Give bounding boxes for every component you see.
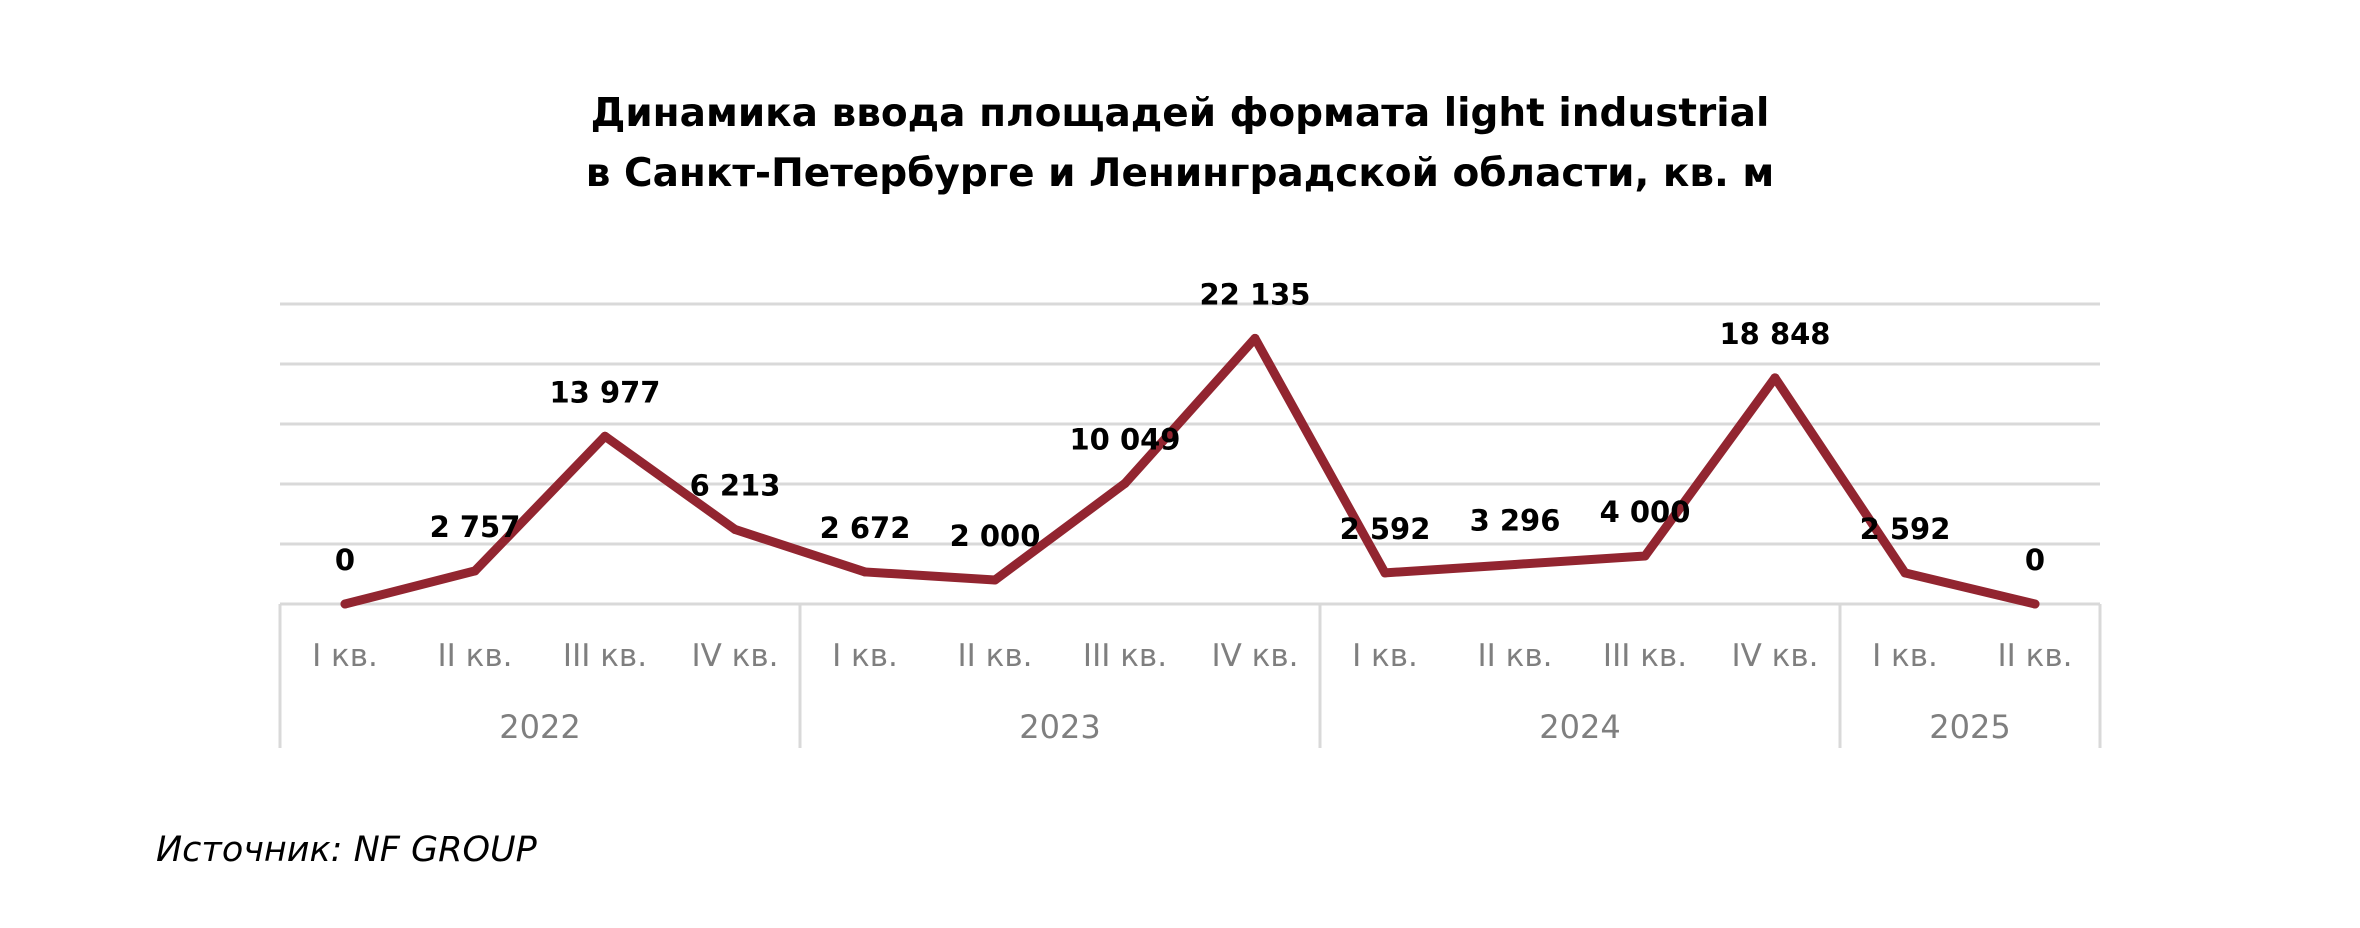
- data-point: [340, 599, 350, 609]
- data-label: 2 592: [1340, 512, 1431, 546]
- data-label: 2 000: [950, 519, 1041, 553]
- data-label: 10 049: [1070, 422, 1181, 456]
- x-tick-label: I кв.: [832, 638, 898, 674]
- x-tick-label: II кв.: [1998, 638, 2073, 674]
- data-point: [730, 524, 740, 534]
- x-tick-label: II кв.: [958, 638, 1033, 674]
- x-group-label: 2023: [1019, 708, 1100, 746]
- x-tick-label: I кв.: [312, 638, 378, 674]
- category-axis: I кв. II кв. III кв. IV кв. I кв. II кв. III к…: [278, 602, 2102, 748]
- chart-title: Динамика ввода площадей формата light in…: [0, 84, 2360, 204]
- data-point: [860, 567, 870, 577]
- x-tick-label: IV кв.: [691, 638, 778, 674]
- data-label: 0: [2025, 543, 2045, 577]
- data-labels: 0 2 757 13 977 6 213 2 672 2 000 10 049 22 135 2…: [335, 277, 2045, 577]
- data-label: 2 757: [430, 510, 521, 544]
- data-label: 4 000: [1600, 495, 1691, 529]
- data-point: [600, 431, 610, 441]
- data-label: 2 672: [820, 511, 911, 545]
- data-label: 18 848: [1720, 317, 1831, 351]
- data-label: 6 213: [690, 468, 781, 502]
- data-point: [1640, 551, 1650, 561]
- data-point: [1900, 568, 1910, 578]
- x-tick-label: III кв.: [1083, 638, 1167, 674]
- data-point: [2030, 599, 2040, 609]
- data-point: [1380, 568, 1390, 578]
- data-point: [990, 575, 1000, 585]
- source-note: Источник: NF GROUP: [156, 830, 537, 870]
- series-line-path: [340, 333, 2040, 609]
- data-point: [1120, 478, 1130, 488]
- data-point: [1770, 373, 1780, 383]
- x-tick-label: III кв.: [563, 638, 647, 674]
- x-group-label: 2024: [1539, 708, 1620, 746]
- x-tick-label: I кв.: [1352, 638, 1418, 674]
- chart-title-line-2: в Санкт-Петербурге и Ленинградской облас…: [585, 151, 1775, 196]
- data-label: 3 296: [1470, 503, 1561, 537]
- x-group-label: 2025: [1929, 708, 2010, 746]
- data-point: [1510, 559, 1520, 569]
- x-tick-label: II кв.: [438, 638, 513, 674]
- data-label: 0: [335, 543, 355, 577]
- chart-title-line-1: Динамика ввода площадей формата light in…: [590, 91, 1770, 136]
- x-tick-label: II кв.: [1478, 638, 1553, 674]
- x-tick-label: IV кв.: [1731, 638, 1818, 674]
- data-point: [1250, 333, 1260, 343]
- gridlines: [280, 302, 2100, 546]
- x-tick-label: I кв.: [1872, 638, 1938, 674]
- data-label: 13 977: [550, 375, 661, 409]
- data-point: [470, 566, 480, 576]
- x-tick-label: III кв.: [1603, 638, 1687, 674]
- x-tick-label: IV кв.: [1211, 638, 1298, 674]
- data-label: 2 592: [1860, 512, 1951, 546]
- series-line: [340, 333, 2040, 609]
- data-label: 22 135: [1200, 277, 1311, 311]
- x-group-label: 2022: [499, 708, 580, 746]
